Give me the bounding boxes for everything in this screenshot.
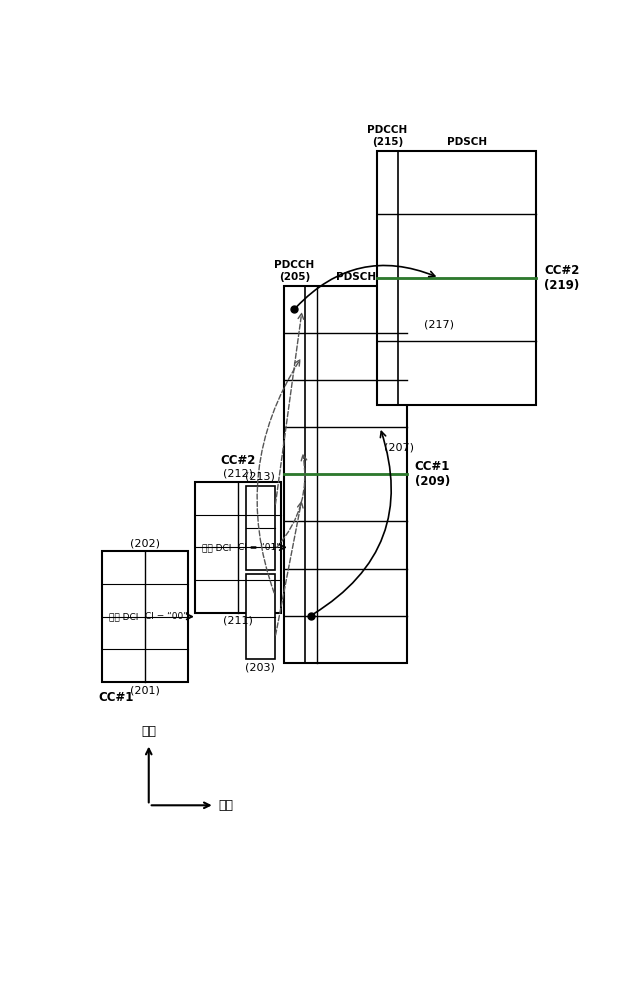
Text: PDSCH: PDSCH: [447, 137, 487, 147]
Text: 时间: 时间: [219, 799, 233, 812]
Text: CC#2
(219): CC#2 (219): [544, 264, 580, 292]
Text: 正常 DCI: 正常 DCI: [202, 543, 231, 552]
Text: PDCCH
(205): PDCCH (205): [274, 260, 315, 282]
Text: (207): (207): [384, 442, 414, 452]
Text: CC#1
(209): CC#1 (209): [415, 460, 450, 488]
Text: CI = “00”: CI = “00”: [145, 612, 188, 621]
Bar: [284, 286, 407, 663]
Text: (213): (213): [245, 472, 276, 482]
Bar: [377, 151, 536, 405]
Text: (217): (217): [423, 319, 454, 329]
Text: (202): (202): [130, 538, 160, 548]
Bar: [195, 482, 281, 613]
Text: (203): (203): [245, 663, 276, 673]
Text: CC#1: CC#1: [99, 691, 134, 704]
Text: CC#2: CC#2: [220, 454, 255, 466]
Text: (201): (201): [130, 685, 160, 695]
Text: PDCCH
(215): PDCCH (215): [367, 125, 408, 147]
Text: 频率: 频率: [141, 725, 156, 738]
Text: CI = “01”: CI = “01”: [238, 543, 281, 552]
Bar: [246, 486, 275, 570]
Text: PDSCH: PDSCH: [336, 272, 376, 282]
Text: (211): (211): [223, 616, 253, 626]
Bar: [102, 551, 188, 682]
Text: (212): (212): [223, 469, 253, 479]
Bar: [246, 574, 275, 659]
Text: 正常 DCI: 正常 DCI: [109, 612, 138, 621]
